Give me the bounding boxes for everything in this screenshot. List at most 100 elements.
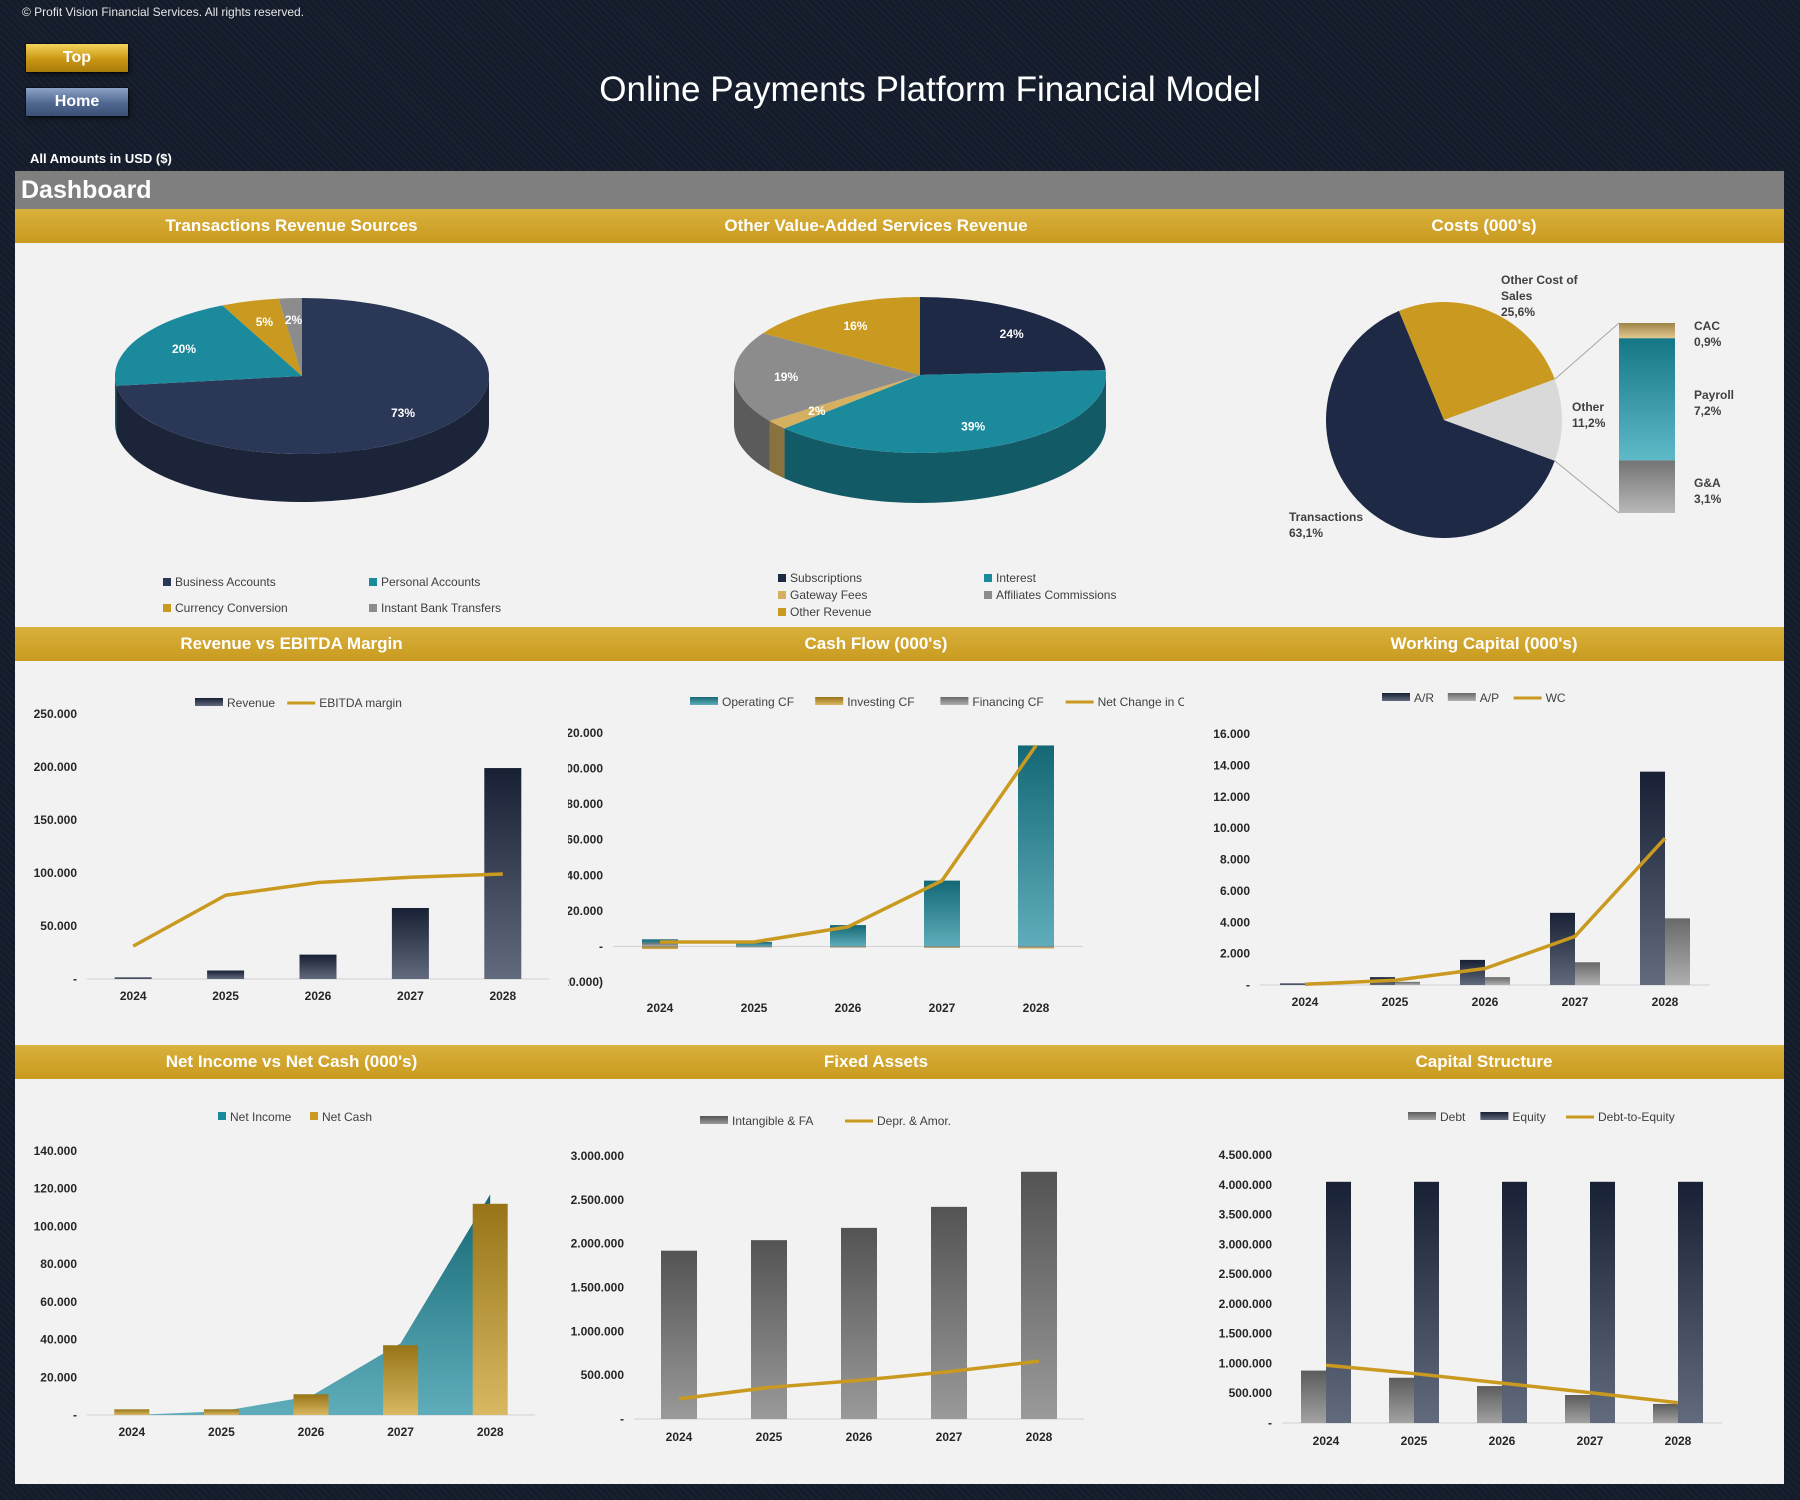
x-tick-label: 2025 xyxy=(212,989,239,1003)
y-tick-label: 60.000 xyxy=(40,1295,77,1309)
x-tick-label: 2026 xyxy=(835,1001,862,1015)
pie-slice-currency-conversion xyxy=(222,298,302,376)
legend-label: Debt xyxy=(1440,1110,1466,1124)
x-tick-label: 2028 xyxy=(1665,1434,1692,1448)
legend-label: Equity xyxy=(1512,1110,1545,1124)
y-tick-label: 100.000 xyxy=(568,762,603,776)
pie-slice-transactions xyxy=(1326,310,1555,538)
y-tick-label: 3.000.000 xyxy=(571,1149,625,1163)
bar-operating-cf xyxy=(736,941,772,947)
data-label: 19% xyxy=(774,370,798,384)
bar-intangible-fa xyxy=(661,1250,697,1419)
legend-label: Business Accounts xyxy=(175,575,276,589)
bar-operating-cf xyxy=(830,925,866,947)
pie-side-business-accounts xyxy=(116,376,490,503)
pie-slice-other-revenue xyxy=(762,297,920,375)
x-tick-label: 2028 xyxy=(1023,1001,1050,1015)
data-label: Transactions xyxy=(1289,510,1363,524)
y-tick-label: 2.500.000 xyxy=(571,1193,625,1207)
pie-slice-other xyxy=(1444,379,1562,461)
legend-label: Revenue xyxy=(227,696,275,710)
pie-side-interest xyxy=(784,375,1106,503)
x-tick-label: 2024 xyxy=(666,1430,693,1444)
legend-label: Currency Conversion xyxy=(175,601,288,615)
data-label: 0,9% xyxy=(1694,335,1722,349)
chart-fixed-assets: Fixed Assets - 500.000 1.000.000 1.500.000 2… xyxy=(568,1045,1184,1484)
legend-label: Investing CF xyxy=(847,695,914,709)
data-label: 2% xyxy=(808,404,826,418)
data-label: 73% xyxy=(391,406,415,420)
chart-title: Cash Flow (000's) xyxy=(568,627,1184,661)
pie-slice-personal-accounts xyxy=(114,305,302,386)
x-tick-label: 2025 xyxy=(208,1425,235,1439)
pie-slice-affiliates-commissions xyxy=(734,333,920,421)
line-ebitda-margin xyxy=(132,872,503,948)
connector-line xyxy=(1554,460,1620,514)
y-tick-label: 12.000 xyxy=(1213,790,1250,804)
legend-label: A/R xyxy=(1414,691,1434,705)
y-tick-label: 140.000 xyxy=(34,1144,78,1158)
bar-equity xyxy=(1590,1181,1615,1423)
bar-a-p xyxy=(1395,981,1420,985)
x-tick-label: 2024 xyxy=(118,1425,145,1439)
line-wc xyxy=(1304,837,1667,986)
line-debt-to-equity xyxy=(1325,1363,1679,1405)
top-button[interactable]: Top xyxy=(26,44,128,72)
data-label: 7,2% xyxy=(1694,404,1722,418)
y-tick-label: - xyxy=(599,939,603,953)
bar-equity xyxy=(1678,1181,1703,1423)
y-tick-label: 50.000 xyxy=(40,919,77,933)
dashboard-title: Dashboard xyxy=(21,176,152,204)
y-tick-label: - xyxy=(1246,978,1250,992)
x-tick-label: 2025 xyxy=(1382,995,1409,1009)
bar-a-r xyxy=(1640,771,1665,985)
bar-financing-cf xyxy=(924,946,960,948)
dashboard-header: Dashboard xyxy=(15,171,1784,209)
y-tick-label: 1.000.000 xyxy=(571,1324,625,1338)
home-button[interactable]: Home xyxy=(26,88,128,116)
x-tick-label: 2026 xyxy=(305,989,332,1003)
bar-investing-cf xyxy=(642,946,678,950)
x-tick-label: 2027 xyxy=(1562,995,1589,1009)
legend-label: Net Income xyxy=(230,1110,292,1124)
y-tick-label: 80.000 xyxy=(568,797,603,811)
legend-label: A/P xyxy=(1480,691,1499,705)
data-label: 2% xyxy=(285,313,303,327)
bar-a-p xyxy=(1485,977,1510,985)
chart-value-added-revenue: Other Value-Added Services Revenue 24% 39… xyxy=(568,209,1184,619)
pie-slice-business-accounts xyxy=(116,298,489,454)
legend-label: WC xyxy=(1546,691,1566,705)
y-tick-label: - xyxy=(620,1412,624,1426)
legend-label: Personal Accounts xyxy=(381,575,480,589)
bar-segment-g-a xyxy=(1619,460,1675,513)
chart-working-capital: Working Capital (000's) - 2.000 4.000 6.000… xyxy=(1184,627,1784,1037)
legend-label: Intangible & FA xyxy=(732,1114,813,1128)
bar-net-cash xyxy=(383,1345,419,1415)
y-tick-label: - xyxy=(73,1408,77,1422)
data-label: 39% xyxy=(961,420,985,434)
bar-a-p xyxy=(1575,962,1600,985)
x-tick-label: 2028 xyxy=(477,1425,504,1439)
bar-debt xyxy=(1301,1370,1326,1423)
x-tick-label: 2027 xyxy=(936,1430,963,1444)
x-tick-label: 2024 xyxy=(120,989,147,1003)
y-tick-label: (20.000) xyxy=(568,975,603,989)
chart-title: Fixed Assets xyxy=(568,1045,1184,1079)
y-tick-label: 500.000 xyxy=(1229,1386,1273,1400)
x-tick-label: 2024 xyxy=(1292,995,1319,1009)
bar-segment-cac xyxy=(1619,323,1675,339)
y-tick-label: 4.000.000 xyxy=(1219,1178,1273,1192)
pie-slice-gateway-fees xyxy=(769,375,920,429)
legend-swatch xyxy=(984,591,992,599)
pie-side-affiliates-commissions xyxy=(734,375,770,471)
bar-debt xyxy=(1389,1377,1414,1423)
legend-swatch xyxy=(815,697,844,705)
data-label: Sales xyxy=(1501,289,1533,303)
bar-equity xyxy=(1414,1181,1439,1423)
bar-financing-cf xyxy=(830,946,866,948)
bar-intangible-fa xyxy=(931,1206,967,1419)
data-label: 20% xyxy=(172,342,196,356)
legend-label: Instant Bank Transfers xyxy=(381,601,501,615)
legend-label: Gateway Fees xyxy=(790,588,867,602)
bar-financing-cf xyxy=(1018,946,1054,948)
